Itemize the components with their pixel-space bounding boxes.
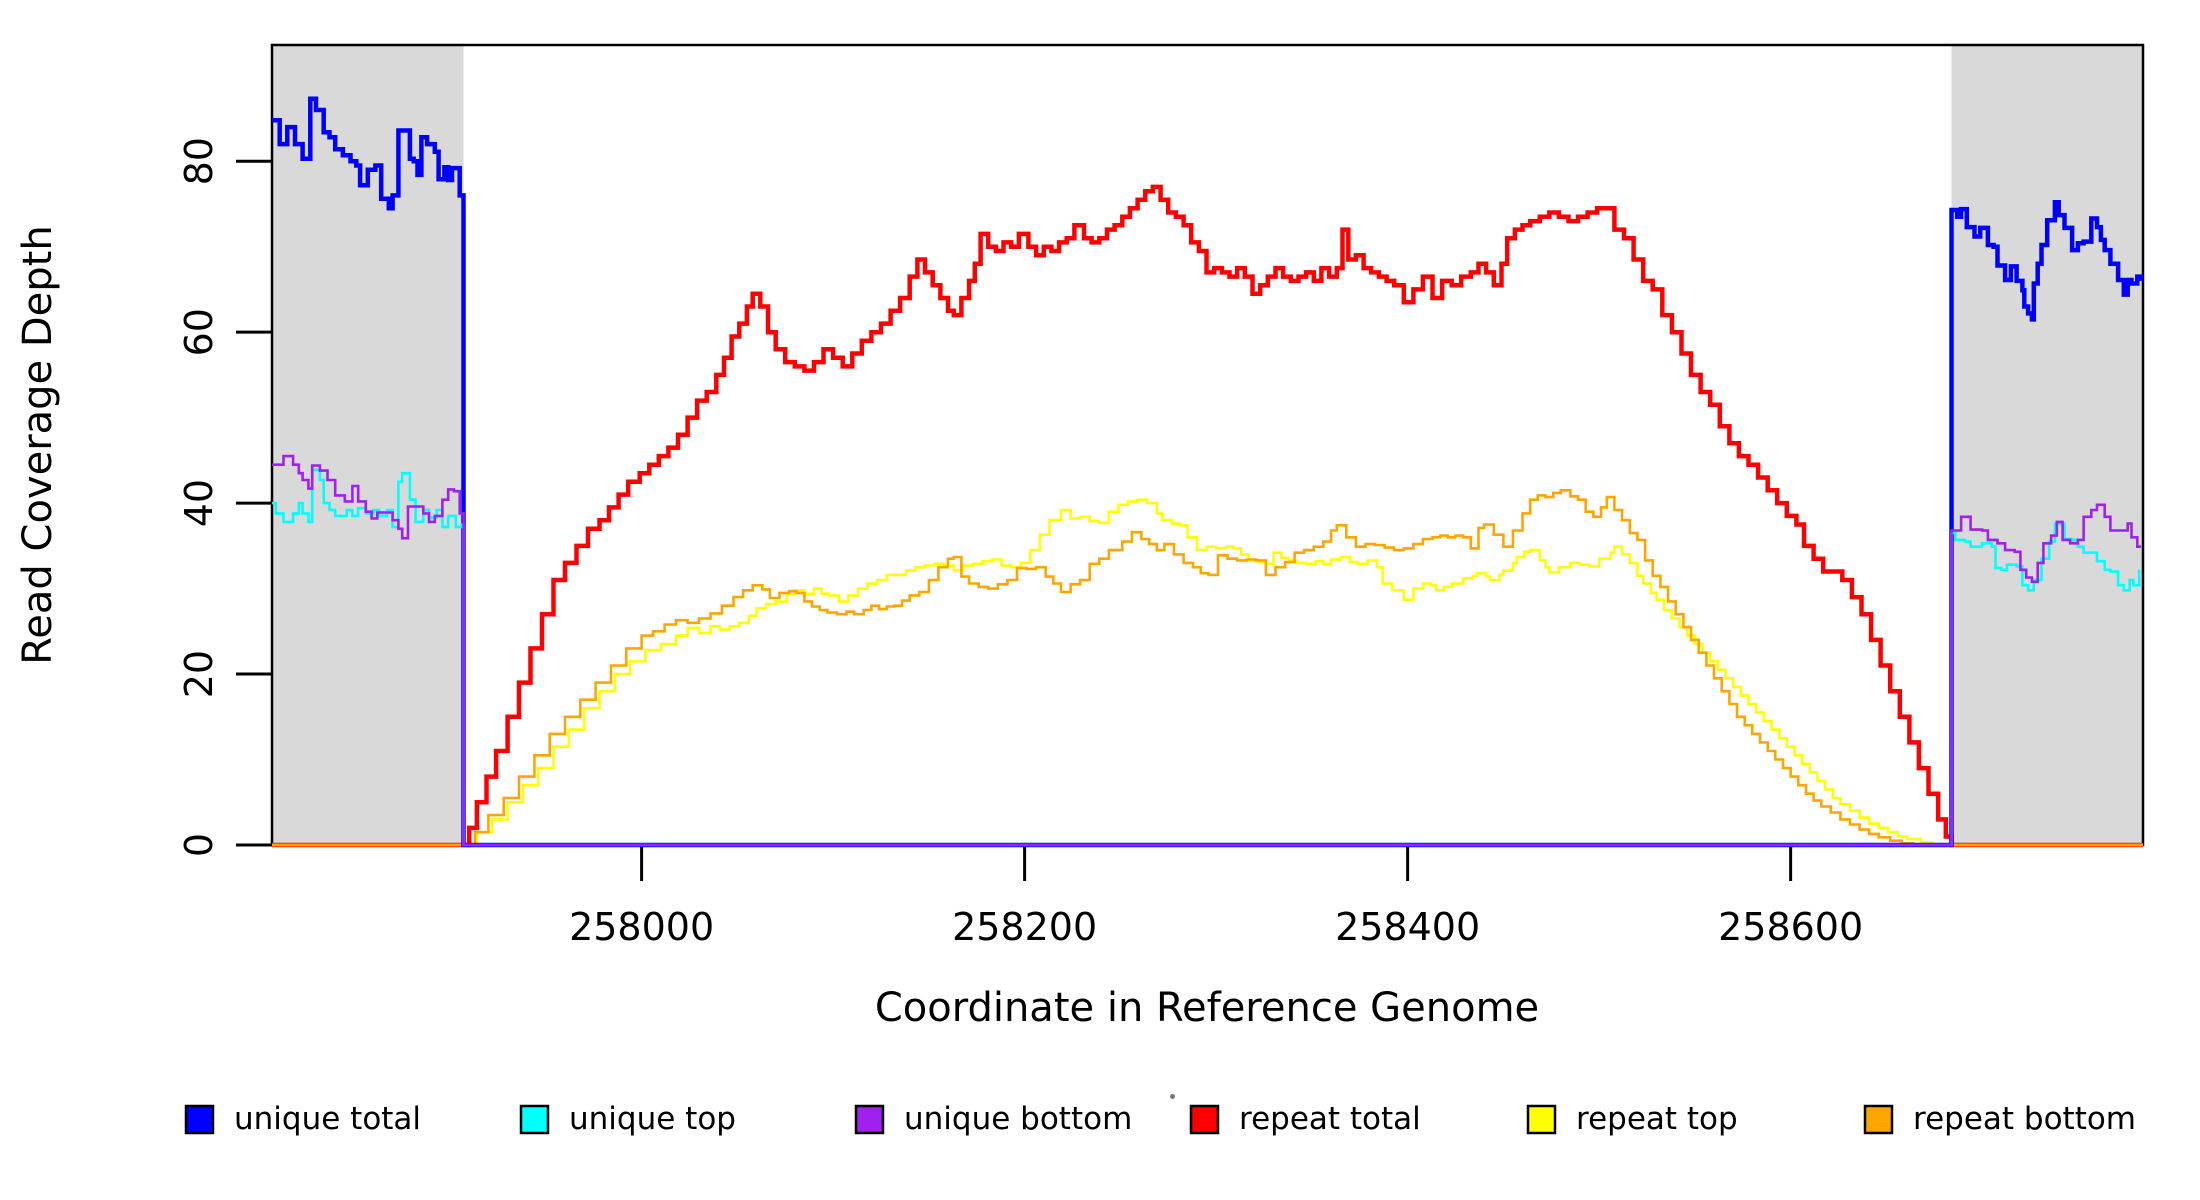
series-line-repeat-top [272,498,2143,847]
x-tick-label: 258200 [952,905,1097,949]
legend-swatch-unique_bottom [854,1104,885,1135]
legend-label: repeat total [1239,1101,1421,1137]
y-tick-label: 0 [177,833,221,857]
legend-item-repeat-top: repeat top [1526,1101,1738,1137]
legend-item-unique-top: unique top [519,1101,736,1137]
legend-item-repeat-bottom: repeat bottom [1863,1101,2136,1137]
series-line-repeat-total [272,184,2143,848]
legend-label: repeat top [1576,1101,1738,1137]
legend-swatch-unique_total [184,1104,215,1135]
legend-swatch-repeat_total [1189,1104,1220,1135]
legend-swatch-unique_top [519,1104,550,1135]
shaded-region-left [272,45,464,845]
series-line-unique-bottom [272,454,2142,847]
legend-label: repeat bottom [1913,1101,2136,1137]
y-axis-title: Read Coverage Depth [15,225,61,665]
series-line-unique-top [272,468,2141,847]
stray-dot-artifact [1170,1094,1175,1099]
legend-swatch-repeat_bottom [1863,1104,1894,1135]
legend-swatch-repeat_top [1526,1104,1557,1135]
y-tick-label: 20 [177,650,221,698]
y-tick-label: 80 [177,137,221,185]
x-tick-label: 258600 [1718,905,1863,949]
y-tick-label: 60 [177,308,221,356]
x-tick-label: 258400 [1335,905,1480,949]
legend-label: unique top [569,1101,736,1137]
legend-item-unique-bottom: unique bottom [854,1101,1132,1137]
legend-label: unique bottom [904,1101,1132,1137]
series-line-repeat-bottom [272,489,2143,847]
shaded-region-right [1951,45,2143,845]
y-tick-label: 40 [177,479,221,527]
legend-label: unique total [234,1101,421,1137]
legend-item-unique-total: unique total [184,1101,421,1137]
series-line-unique-total [272,96,2144,848]
legend-item-repeat-total: repeat total [1189,1101,1421,1137]
x-tick-label: 258000 [569,905,714,949]
plot-border [270,43,2145,847]
x-axis-title: Coordinate in Reference Genome [874,985,1540,1031]
